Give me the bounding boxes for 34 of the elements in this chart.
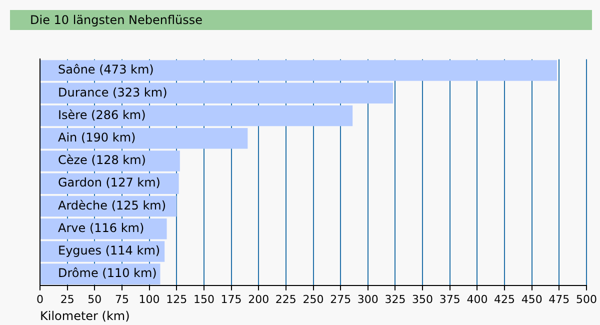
y-tick-label: Ardèche (125 km) (58, 198, 166, 212)
x-tick-label: 375 (439, 292, 460, 306)
x-tick-label: 200 (248, 292, 270, 306)
x-tick-label: 100 (138, 292, 160, 306)
chart-title: Die 10 längsten Nebenflüsse (10, 10, 592, 30)
y-tick-label: Gardon (127 km) (58, 176, 160, 190)
y-tick-label: Saône (473 km) (58, 62, 154, 77)
x-tick-label: 400 (466, 292, 488, 306)
x-tick-label: 275 (330, 292, 352, 306)
y-tick-label: Cèze (128 km) (58, 153, 146, 168)
x-tick-label: 50 (88, 292, 102, 306)
x-tick-label: 125 (166, 292, 188, 306)
x-tick-label: 475 (548, 292, 570, 306)
x-tick-label: 325 (384, 292, 406, 306)
x-tick-label: 150 (193, 292, 214, 306)
x-tick-label: 75 (114, 292, 129, 306)
x-tick-label: 500 (576, 292, 597, 306)
x-tick-label: 250 (302, 292, 324, 306)
x-axis-title: Kilometer (km) (40, 308, 130, 323)
y-tick-label: Ain (190 km) (58, 130, 136, 144)
x-tick-label: 350 (412, 292, 434, 306)
y-tick-label: Arve (116 km) (58, 220, 144, 235)
y-tick-label: Drôme (110 km) (58, 266, 157, 280)
y-tick-label: Durance (323 km) (58, 85, 168, 100)
y-tick-label: Eygues (114 km) (58, 244, 160, 258)
bar (40, 105, 353, 126)
x-tick-label: 225 (275, 292, 296, 306)
x-tick-label: 425 (494, 292, 516, 306)
y-tick-label: Isère (286 km) (58, 108, 146, 122)
x-tick-label: 300 (357, 292, 378, 306)
x-tick-label: 175 (220, 292, 242, 306)
x-tick-label: 0 (36, 292, 44, 306)
x-tick-label: 25 (60, 292, 74, 306)
x-tick-label: 450 (521, 292, 542, 306)
